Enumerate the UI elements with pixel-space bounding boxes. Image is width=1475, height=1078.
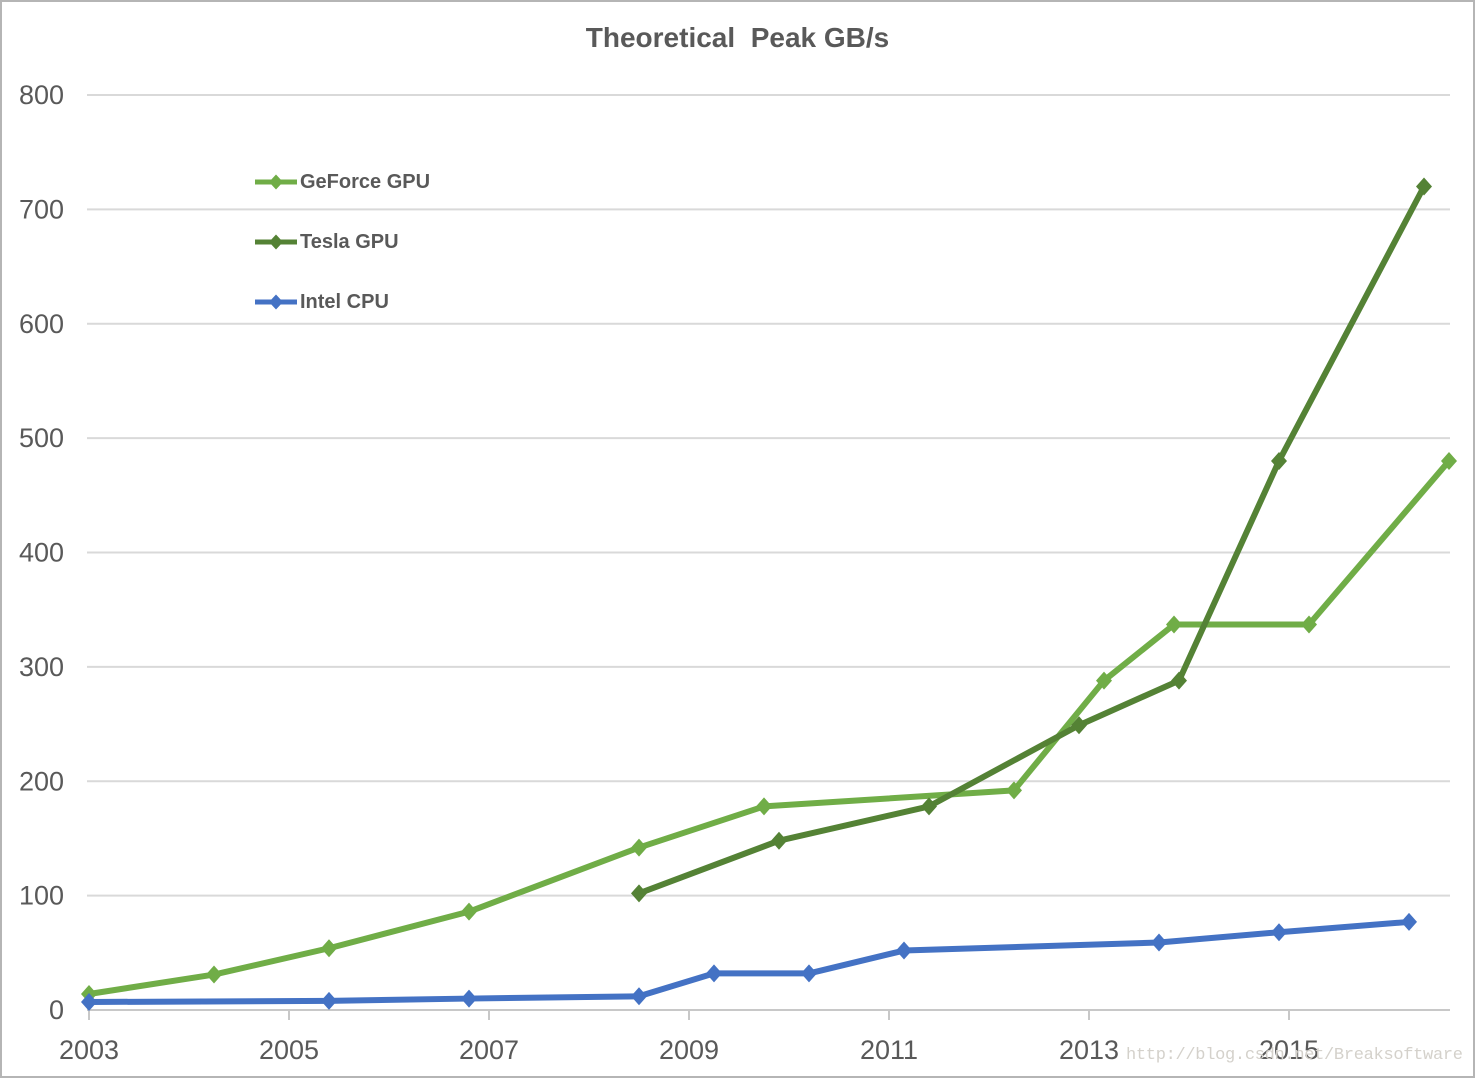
y-tick-label: 200 [19,766,64,796]
chart-title: Theoretical Peak GB/s [585,22,890,53]
legend-item-tesla-gpu: Tesla GPU [253,212,430,272]
y-tick-label: 100 [19,881,64,911]
y-tick-label: 500 [19,423,64,453]
legend-item-intel-cpu: Intel CPU [253,272,430,332]
series-line-intel-cpu [86,918,1412,1005]
legend-item-geforce-gpu: GeForce GPU [253,152,430,212]
legend-item-label: Intel CPU [300,291,389,313]
legend-swatch-icon [255,174,297,190]
y-tick-label: 600 [19,309,64,339]
y-tick-label: 300 [19,652,64,682]
y-tick-label: 0 [49,995,64,1025]
series-line-tesla-gpu [636,183,1427,897]
x-tick-label: 2015 [1259,1035,1319,1065]
x-tick-label: 2007 [459,1035,519,1065]
series-markers-tesla-gpu [631,177,1432,903]
legend: GeForce GPU Tesla GPU Intel CPU [253,152,430,332]
y-tick-label: 800 [19,80,64,110]
y-tick-label: 400 [19,538,64,568]
series-markers-geforce-gpu [81,452,1457,1003]
legend-swatch-icon [255,294,297,310]
watermark-url: http://blog.csdn.net/Breaksoftware [1126,1046,1463,1065]
legend-item-label: Tesla GPU [300,231,399,253]
legend-item-label: GeForce GPU [300,171,431,193]
x-tick-label: 2013 [1059,1035,1119,1065]
x-tick-label: 2003 [59,1035,119,1065]
x-tick-label: 2005 [259,1035,319,1065]
x-tick-label: 2009 [659,1035,719,1065]
legend-swatch-icon [255,234,297,250]
x-tick-label: 2011 [860,1035,918,1065]
y-tick-label: 700 [19,194,64,224]
